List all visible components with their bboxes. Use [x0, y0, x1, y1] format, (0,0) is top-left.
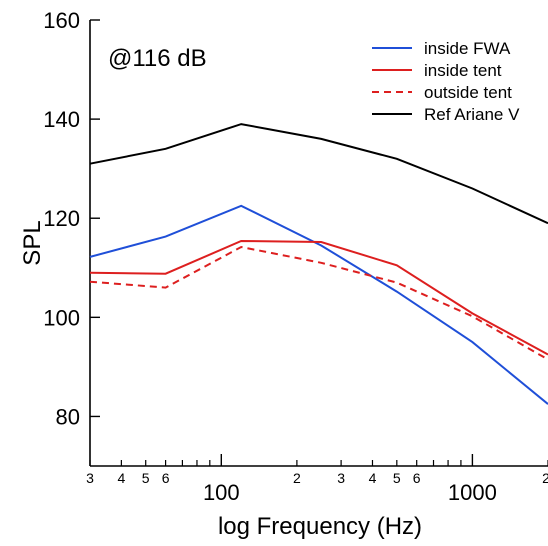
series-line-3	[89, 245, 548, 361]
series-line-1	[89, 204, 548, 405]
series-line-4	[89, 123, 548, 225]
y-tick-label: 100	[43, 305, 80, 330]
legend-label: inside FWA	[424, 39, 511, 58]
x-minor-tick-label: 6	[413, 470, 421, 486]
y-axis-title: SPL	[19, 220, 46, 265]
chart-annotation: @116 dB	[108, 45, 207, 72]
x-minor-tick-label: 4	[117, 470, 125, 486]
x-minor-tick-label: 6	[162, 470, 170, 486]
x-minor-tick-label: 3	[86, 470, 94, 486]
legend-label: outside tent	[424, 83, 512, 102]
legend-label: inside tent	[424, 61, 502, 80]
x-axis-title: log Frequency (Hz)	[218, 513, 422, 540]
y-tick-label: 140	[43, 107, 80, 132]
x-minor-tick-label: 5	[393, 470, 401, 486]
legend: inside FWA inside tent outside tent Ref Ari…	[372, 39, 520, 124]
y-tick-label: 160	[43, 8, 80, 33]
x-major-tick-label: 1000	[448, 480, 497, 505]
x-major-tick-label: 100	[203, 480, 240, 505]
series-line-2	[89, 239, 548, 356]
series-lines	[89, 123, 548, 405]
x-minor-tick-label: 5	[142, 470, 150, 486]
x-minor-tick-label: 4	[369, 470, 377, 486]
legend-label: Ref Ariane V	[424, 105, 520, 124]
x-minor-tick-label: 2	[293, 470, 301, 486]
x-minor-tick-label: 2	[542, 470, 548, 486]
y-tick-label: 80	[56, 404, 80, 429]
y-tick-label: 120	[43, 206, 80, 231]
x-minor-tick-label: 3	[337, 470, 345, 486]
